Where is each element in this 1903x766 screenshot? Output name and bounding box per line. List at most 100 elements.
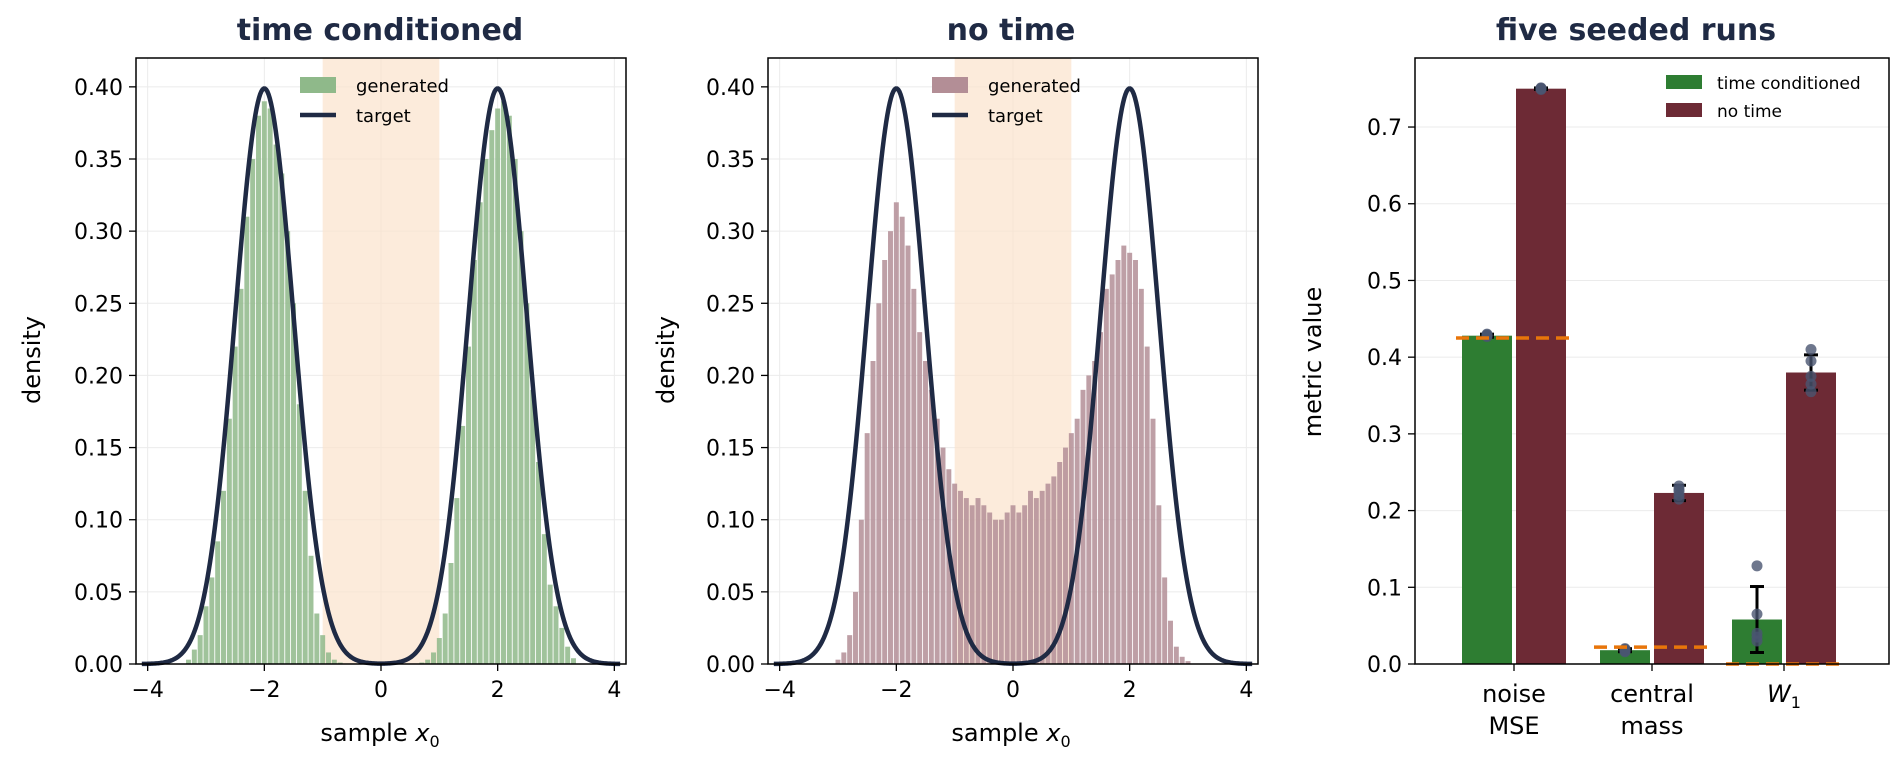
y-tick-label: 0.15 — [74, 437, 123, 462]
histogram-bar — [518, 231, 524, 664]
histogram-bar — [1109, 274, 1115, 664]
y-axis-label: metric value — [1299, 287, 1327, 437]
y-tick-label: 0.40 — [706, 76, 755, 101]
panel-no-time: no time sample x0 density −4 −2 0 2 4 0.00 0.0… — [652, 13, 1259, 751]
histogram-bar — [489, 130, 495, 665]
y-tick-label: 0.2 — [1367, 500, 1402, 525]
histogram-bar — [1162, 577, 1168, 664]
histogram-bar — [512, 159, 518, 664]
histogram-bar — [536, 462, 541, 664]
y-tick-label: 0.25 — [74, 292, 123, 317]
histogram-bar — [302, 490, 308, 664]
histogram-bar — [331, 659, 337, 664]
plot-area: −4 −2 0 2 4 0.00 0.05 0.10 0.15 0.20 0.25 0.30 0.35 0… — [74, 57, 627, 703]
seed-point — [1751, 608, 1763, 620]
histogram-bar — [905, 245, 911, 665]
histogram-bar — [1010, 505, 1016, 664]
histogram-bar — [431, 652, 436, 664]
y-tick-label: 0.30 — [74, 220, 123, 245]
histogram-bar — [1045, 483, 1051, 664]
y-tick-label: 0.3 — [1367, 423, 1402, 448]
histogram-bar — [314, 613, 320, 664]
legend-swatch-generated — [932, 77, 968, 93]
histogram-bar — [841, 652, 847, 664]
histogram-bar — [279, 173, 285, 664]
histogram-bar — [835, 659, 841, 664]
histogram-bar — [981, 505, 987, 664]
x-tick-label: −4 — [763, 678, 795, 703]
histogram-bar — [1138, 288, 1144, 664]
y-tick-label: 0.40 — [74, 76, 123, 101]
y-tick-label: 0.05 — [706, 581, 755, 606]
histogram-bar — [436, 638, 442, 664]
histogram-bar — [501, 101, 506, 665]
histogram-bar — [1103, 288, 1109, 664]
histogram-bar — [1179, 656, 1185, 664]
histogram-bar — [308, 555, 314, 664]
x-tick-label: 4 — [1239, 678, 1253, 703]
central-region-band — [322, 58, 440, 664]
histogram-bar — [541, 534, 547, 664]
x-axis-label: sample x0 — [320, 719, 439, 751]
histogram-bar — [876, 303, 882, 664]
histogram-bar — [993, 519, 998, 664]
seed-point — [1805, 343, 1817, 355]
histogram-bar — [1144, 346, 1150, 664]
histogram-bar — [1057, 462, 1063, 664]
histogram-bar — [888, 231, 893, 664]
histogram-bar — [946, 469, 952, 664]
histogram-bar — [471, 260, 477, 664]
histogram-bar — [495, 108, 501, 664]
seed-point — [1673, 480, 1685, 492]
seed-point — [1535, 83, 1547, 95]
histogram-bar — [454, 498, 460, 664]
legend-label-generated: generated — [356, 76, 449, 97]
histogram-bar — [1127, 252, 1133, 665]
y-tick-label: 0.10 — [706, 509, 755, 534]
histogram-bar — [864, 433, 870, 664]
histogram-bar — [320, 635, 326, 664]
seed-point — [1805, 378, 1817, 390]
legend-label-target: target — [356, 106, 411, 127]
histogram-bar — [917, 332, 923, 664]
seed-point — [1805, 370, 1817, 382]
histogram-bar — [267, 108, 273, 664]
y-tick-label: 0.35 — [706, 148, 755, 173]
bar — [1462, 335, 1512, 664]
histogram-bar — [1115, 260, 1121, 664]
y-tick-label: 0.0 — [1367, 653, 1402, 678]
histogram-bar — [238, 288, 244, 664]
histogram-bar — [547, 584, 553, 664]
y-tick-label: 0.20 — [74, 364, 123, 389]
histogram-bar — [1121, 245, 1127, 665]
histogram-bar — [326, 652, 331, 664]
legend-swatch-time-conditioned — [1666, 75, 1702, 89]
legend-label-no-time: no time — [1717, 102, 1782, 122]
histogram-bar — [1156, 505, 1162, 664]
histogram-bar — [442, 613, 448, 664]
panel-title: no time — [947, 13, 1076, 48]
y-tick-label: 0.00 — [74, 653, 123, 678]
x-tick-label: mass — [1620, 712, 1683, 740]
histogram-bar — [998, 519, 1004, 664]
histogram-bar — [1133, 260, 1138, 664]
x-tick-label: 2 — [491, 678, 505, 703]
x-axis-label: sample x0 — [951, 719, 1070, 751]
histogram-bar — [847, 635, 853, 664]
histogram-bar — [1068, 433, 1074, 664]
panel-time-conditioned: time conditioned sample x0 density −4 −2 0… — [18, 13, 627, 751]
histogram-bar — [987, 512, 993, 664]
legend: time conditioned no time — [1666, 74, 1861, 122]
histogram-bar — [858, 519, 864, 664]
histogram-bar — [870, 361, 876, 664]
plot-area: −4 −2 0 2 4 0.00 0.05 0.10 0.15 0.20 0.25 0.30 0.35 0… — [706, 57, 1259, 703]
histogram-bar — [232, 346, 238, 664]
histogram-bar — [483, 159, 489, 664]
x-tick-label: MSE — [1488, 712, 1539, 740]
histogram-bar — [466, 346, 471, 664]
y-tick-label: 0.05 — [74, 581, 123, 606]
y-tick-label: 0.25 — [706, 292, 755, 317]
bar — [1786, 372, 1836, 664]
plot-area: 0.0 0.1 0.2 0.3 0.4 0.5 0.6 0.7 noise MSE central m… — [1367, 57, 1890, 740]
y-tick-label: 0.35 — [74, 148, 123, 173]
